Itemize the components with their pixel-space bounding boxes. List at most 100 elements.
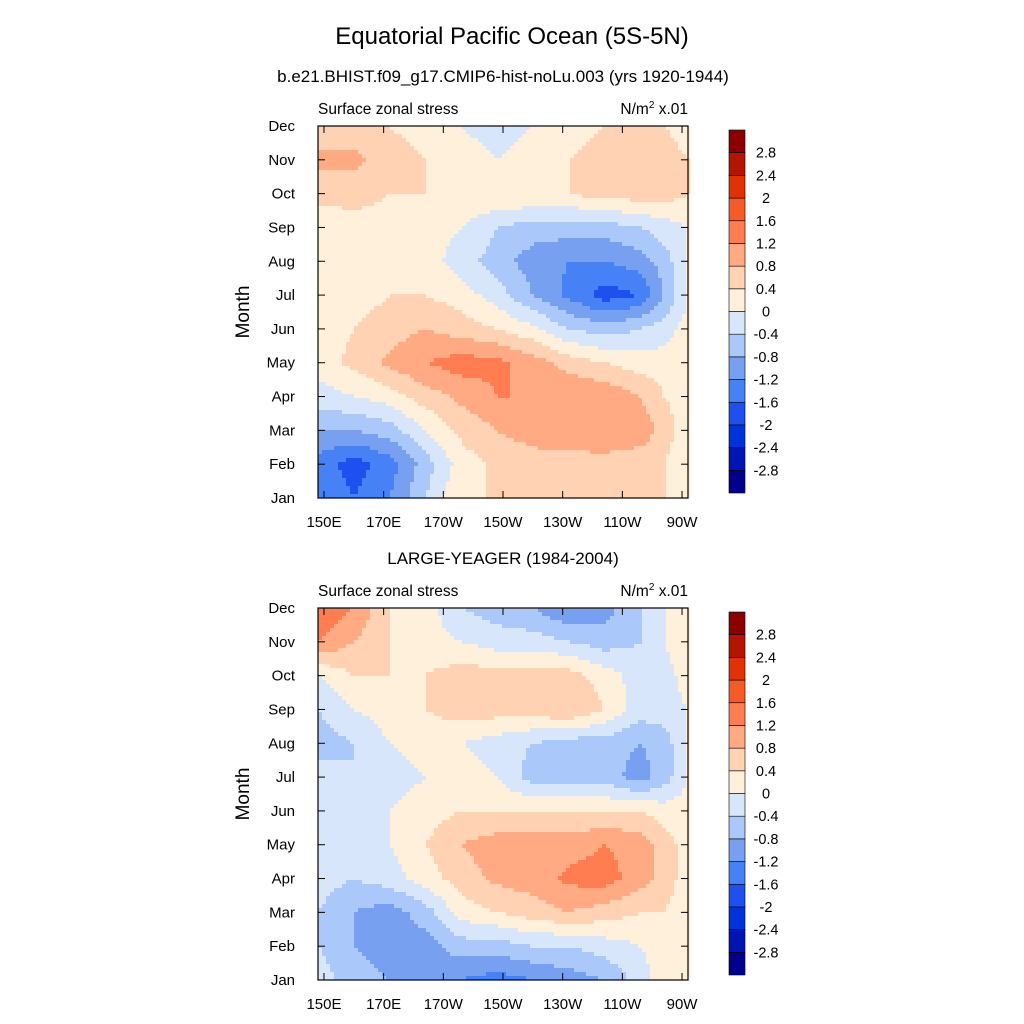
contour-cell xyxy=(558,254,563,259)
contour-cell xyxy=(594,298,599,303)
contour-cell xyxy=(606,222,611,227)
contour-cell xyxy=(350,326,355,331)
contour-cell xyxy=(474,126,479,131)
contour-cell xyxy=(610,194,615,199)
contour-cell xyxy=(622,302,627,307)
contour-cell xyxy=(554,130,559,135)
contour-cell xyxy=(322,138,327,143)
contour-cell xyxy=(458,142,463,147)
contour-cell xyxy=(534,318,539,323)
contour-cell xyxy=(618,322,623,327)
contour-cell xyxy=(674,194,679,199)
contour-cell xyxy=(662,202,667,207)
contour-cell xyxy=(594,294,599,299)
contour-cell xyxy=(518,310,523,315)
contour-cell xyxy=(326,238,331,243)
contour-cell xyxy=(562,254,567,259)
contour-cell xyxy=(346,282,351,287)
contour-cell xyxy=(610,326,615,331)
contour-cell xyxy=(598,270,603,275)
contour-cell xyxy=(370,206,375,211)
contour-cell xyxy=(530,142,535,147)
contour-cell xyxy=(570,242,575,247)
contour-cell xyxy=(522,158,527,163)
contour-cell xyxy=(538,298,543,303)
contour-cell xyxy=(494,210,499,215)
contour-cell xyxy=(546,146,551,151)
contour-cell xyxy=(510,330,515,335)
contour-cell xyxy=(350,186,355,191)
contour-cell xyxy=(598,210,603,215)
contour-cell xyxy=(386,186,391,191)
contour-cell xyxy=(558,318,563,323)
contour-cell xyxy=(498,306,503,311)
contour-cell xyxy=(514,182,519,187)
contour-cell xyxy=(586,310,591,315)
contour-cell xyxy=(678,258,683,263)
contour-cell xyxy=(466,294,471,299)
contour-cell xyxy=(478,134,483,139)
contour-cell xyxy=(562,326,567,331)
contour-cell xyxy=(530,158,535,163)
contour-cell xyxy=(502,178,507,183)
contour-cell xyxy=(418,238,423,243)
contour-cell xyxy=(326,326,331,331)
contour-cell xyxy=(562,282,567,287)
contour-cell xyxy=(542,214,547,219)
contour-cell xyxy=(538,286,543,291)
contour-cell xyxy=(446,286,451,291)
contour-cell xyxy=(334,154,339,159)
contour-cell xyxy=(414,174,419,179)
contour-cell xyxy=(406,126,411,131)
contour-cell xyxy=(554,230,559,235)
contour-cell xyxy=(474,282,479,287)
contour-cell xyxy=(474,234,479,239)
contour-cell xyxy=(606,190,611,195)
contour-cell xyxy=(490,178,495,183)
contour-cell xyxy=(438,254,443,259)
contour-cell xyxy=(366,150,371,155)
contour-cell xyxy=(406,230,411,235)
contour-cell xyxy=(442,210,447,215)
contour-cell xyxy=(478,282,483,287)
contour-cell xyxy=(594,326,599,331)
contour-cell xyxy=(398,338,403,343)
contour-cell xyxy=(546,198,551,203)
contour-cell xyxy=(618,266,623,271)
contour-cell xyxy=(566,294,571,299)
contour-cell xyxy=(402,146,407,151)
contour-cell xyxy=(322,338,327,343)
contour-cell xyxy=(450,310,455,315)
contour-cell xyxy=(634,158,639,163)
contour-cell xyxy=(502,214,507,219)
contour-cell xyxy=(558,142,563,147)
contour-cell xyxy=(550,162,555,167)
contour-cell xyxy=(670,270,675,275)
contour-cell xyxy=(606,246,611,251)
contour-cell xyxy=(338,202,343,207)
contour-cell xyxy=(578,274,583,279)
contour-cell xyxy=(538,206,543,211)
contour-cell xyxy=(470,190,475,195)
contour-cell xyxy=(490,142,495,147)
contour-cell xyxy=(430,186,435,191)
contour-cell xyxy=(502,258,507,263)
contour-cell xyxy=(446,310,451,315)
contour-cell xyxy=(502,314,507,319)
contour-cell xyxy=(458,334,463,339)
contour-cell xyxy=(338,286,343,291)
contour-cell xyxy=(646,290,651,295)
contour-cell xyxy=(394,242,399,247)
contour-cell xyxy=(398,222,403,227)
contour-cell xyxy=(570,194,575,199)
contour-cell xyxy=(678,202,683,207)
contour-cell xyxy=(346,222,351,227)
contour-cell xyxy=(486,202,491,207)
contour-cell xyxy=(486,314,491,319)
contour-cell xyxy=(386,314,391,319)
contour-cell xyxy=(510,150,515,155)
contour-cell xyxy=(326,222,331,227)
contour-cell xyxy=(358,166,363,171)
contour-cell xyxy=(502,162,507,167)
contour-cell xyxy=(542,258,547,263)
